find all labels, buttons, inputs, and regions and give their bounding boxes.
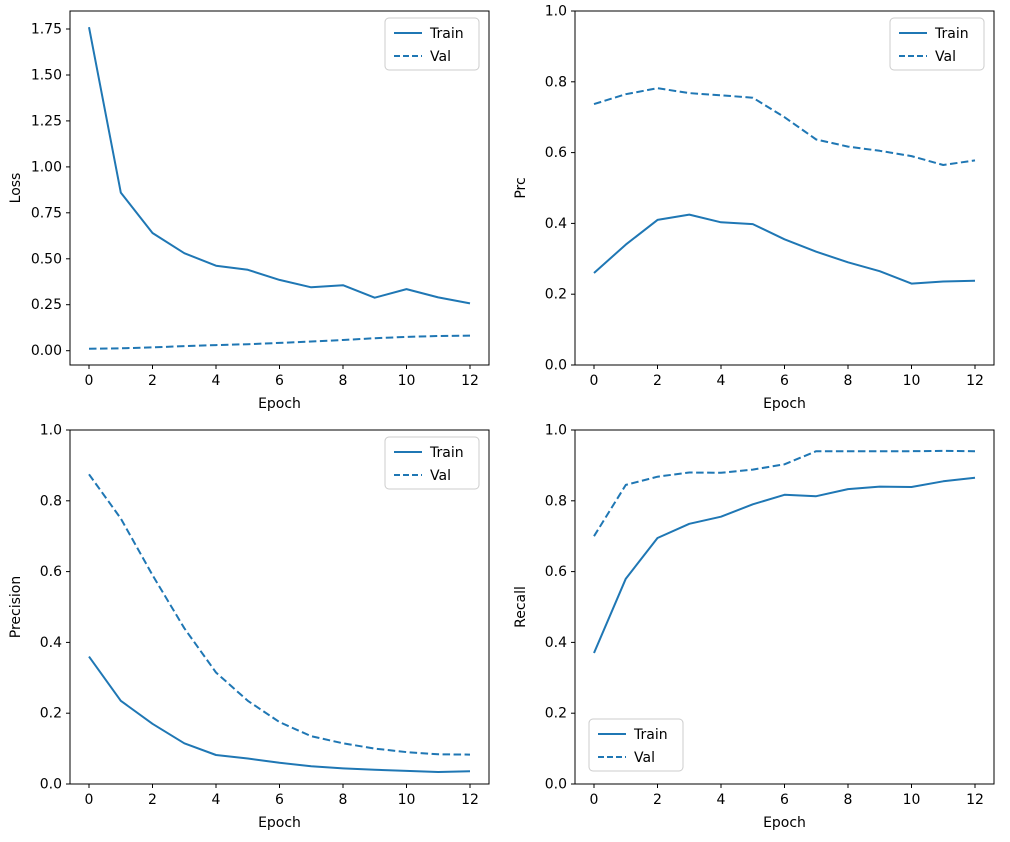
x-tick-label: 8	[844, 792, 853, 808]
x-tick-label: 8	[844, 373, 853, 389]
y-tick-label: 0.0	[545, 358, 567, 374]
y-tick-label: 0.50	[31, 251, 62, 267]
x-tick-label: 6	[275, 373, 284, 389]
x-tick-label: 0	[85, 792, 94, 808]
recall-subplot: 0 2 4 6 8 10 12 0.0 0.2 0.4 0.6 0.8 1.0 Epoch Recall Tr…	[505, 419, 1010, 838]
y-tick-label: 0.6	[545, 145, 567, 161]
prc-chart-svg: 0 2 4 6 8 10 12 0.0 0.2 0.4 0.6 0.8 1.0 Epoch Prc Train…	[513, 4, 995, 412]
precision-subplot: 0 2 4 6 8 10 12 0.0 0.2 0.4 0.6 0.8 1.0 Epoch Precisio…	[0, 419, 505, 838]
y-axis-label: Loss	[8, 173, 24, 204]
val-line	[593, 449, 976, 537]
y-tick-label: 0.8	[545, 493, 567, 509]
y-tick-label: 0.0	[40, 777, 62, 793]
y-axis-label: Recall	[513, 586, 529, 628]
loss-subplot: 0 2 4 6 8 10 12 0.00 0.25 0.50 0.75 1.00 1.25 1.50 1.7…	[0, 0, 505, 419]
train-line	[88, 27, 471, 305]
legend-train-label: Train	[429, 26, 464, 42]
y-tick-label: 1.00	[31, 159, 62, 175]
x-tick-label: 4	[212, 373, 221, 389]
x-tick-label: 2	[653, 373, 662, 389]
x-axis-label: Epoch	[258, 815, 301, 831]
y-tick-label: 1.50	[31, 68, 62, 84]
x-tick-label: 10	[903, 792, 921, 808]
x-tick-label: 8	[339, 373, 348, 389]
x-tick-label: 12	[966, 792, 984, 808]
y-tick-label: 0.2	[40, 706, 62, 722]
legend-train-label: Train	[633, 727, 668, 743]
train-line	[88, 656, 471, 773]
x-tick-label: 4	[717, 373, 726, 389]
y-tick-label: 0.8	[40, 493, 62, 509]
x-tick-label: 0	[85, 373, 94, 389]
x-tick-label: 12	[966, 373, 984, 389]
x-tick-label: 6	[780, 373, 789, 389]
x-tick-label: 12	[461, 373, 479, 389]
recall-chart-svg: 0 2 4 6 8 10 12 0.0 0.2 0.4 0.6 0.8 1.0 Epoch Recall Tr…	[513, 423, 995, 831]
y-tick-label: 0.4	[545, 216, 567, 232]
x-tick-label: 0	[590, 792, 599, 808]
x-tick-label: 6	[780, 792, 789, 808]
y-axis-label: Prc	[513, 177, 529, 198]
y-tick-label: 1.75	[31, 22, 62, 38]
legend: Train Val	[384, 17, 480, 71]
precision-chart-svg: 0 2 4 6 8 10 12 0.0 0.2 0.4 0.6 0.8 1.0 Epoch Precisio…	[8, 423, 490, 831]
train-line	[593, 476, 976, 654]
y-tick-label: 0.6	[40, 564, 62, 580]
legend-val-label: Val	[935, 49, 956, 65]
x-tick-label: 2	[148, 792, 157, 808]
y-axis-label: Precision	[8, 576, 24, 638]
legend-val-label: Val	[634, 750, 655, 766]
y-tick-label: 1.0	[545, 423, 567, 439]
x-tick-label: 4	[212, 792, 221, 808]
y-tick-label: 0.6	[545, 564, 567, 580]
x-tick-label: 10	[398, 792, 416, 808]
x-tick-label: 6	[275, 792, 284, 808]
x-axis-label: Epoch	[258, 396, 301, 412]
loss-chart-svg: 0 2 4 6 8 10 12 0.00 0.25 0.50 0.75 1.00 1.25 1.50 1.7…	[8, 10, 490, 412]
x-tick-label: 2	[148, 373, 157, 389]
x-tick-label: 4	[717, 792, 726, 808]
y-tick-label: 0.00	[31, 343, 62, 359]
x-tick-label: 8	[339, 792, 348, 808]
x-tick-label: 2	[653, 792, 662, 808]
y-tick-label: 0.4	[40, 635, 62, 651]
legend-val-label: Val	[430, 49, 451, 65]
legend: Train Val	[588, 718, 684, 772]
x-tick-label: 0	[590, 373, 599, 389]
y-tick-label: 0.4	[545, 635, 567, 651]
legend: Train Val	[889, 17, 985, 71]
x-tick-label: 10	[903, 373, 921, 389]
legend-train-label: Train	[934, 26, 969, 42]
val-line	[88, 334, 471, 350]
train-line	[593, 213, 976, 285]
legend-train-label: Train	[429, 445, 464, 461]
y-tick-label: 1.0	[40, 423, 62, 439]
legend: Train Val	[384, 436, 480, 490]
y-tick-label: 0.75	[31, 205, 62, 221]
y-tick-label: 0.0	[545, 777, 567, 793]
x-tick-label: 12	[461, 792, 479, 808]
val-line	[88, 473, 471, 756]
y-tick-label: 0.2	[545, 287, 567, 303]
legend-val-label: Val	[430, 468, 451, 484]
y-tick-label: 0.2	[545, 706, 567, 722]
y-tick-label: 1.25	[31, 113, 62, 129]
x-tick-label: 10	[398, 373, 416, 389]
y-tick-label: 1.0	[545, 4, 567, 20]
y-tick-label: 0.25	[31, 297, 62, 313]
y-tick-label: 0.8	[545, 74, 567, 90]
prc-subplot: 0 2 4 6 8 10 12 0.0 0.2 0.4 0.6 0.8 1.0 Epoch Prc Train…	[505, 0, 1010, 419]
x-axis-label: Epoch	[763, 396, 806, 412]
x-axis-label: Epoch	[763, 815, 806, 831]
val-line	[593, 87, 976, 166]
